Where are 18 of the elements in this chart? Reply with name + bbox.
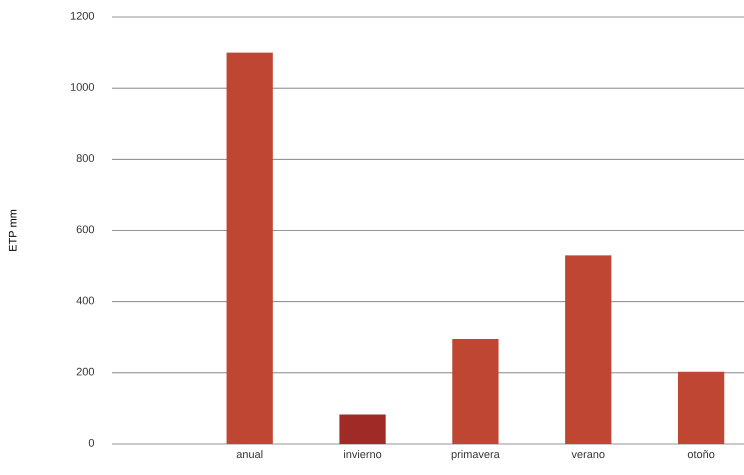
bar <box>452 339 499 444</box>
y-tick-label: 600 <box>76 225 94 234</box>
y-tick-label: 800 <box>76 154 94 162</box>
y-tick-label: 200 <box>76 368 94 376</box>
x-tick-label: verano <box>572 452 605 458</box>
y-tick-label: 0 <box>88 438 94 447</box>
x-tick-label: anual <box>236 450 262 458</box>
x-tick-label: invierno <box>344 450 382 458</box>
y-tick-label: 400 <box>76 296 94 304</box>
bar <box>678 372 724 444</box>
bar <box>339 414 386 444</box>
y-tick-label: 1000 <box>70 83 94 91</box>
y-axis-title: ETP mm <box>8 210 16 251</box>
y-tick-label: 1200 <box>70 12 94 20</box>
bar <box>565 255 612 444</box>
x-tick-label: otoño <box>688 450 714 458</box>
x-tick-label: primavera <box>452 450 500 460</box>
bar <box>226 52 273 444</box>
